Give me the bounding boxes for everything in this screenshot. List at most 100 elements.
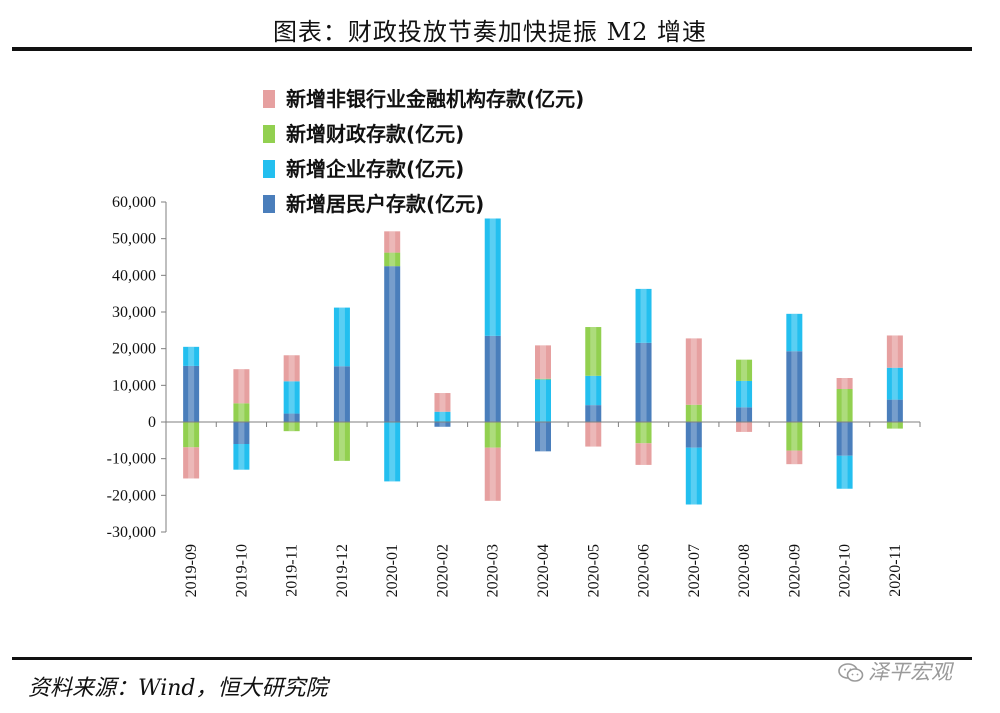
bar-highlight (640, 288, 647, 343)
bar-highlight (791, 313, 798, 352)
x-axis: 2019-09 2019-10 2019-11 2019-12 2020-01 2020-… (166, 421, 921, 597)
bar-segment (685, 422, 702, 448)
bar-highlight (389, 266, 396, 422)
bar-segment (283, 381, 300, 414)
bar-segment (233, 444, 250, 470)
bar-highlight (741, 380, 748, 408)
x-tick-label: 2020-09 (786, 544, 803, 597)
bar-segment (736, 407, 753, 422)
bar-highlight (640, 443, 647, 465)
bar-segment (183, 365, 200, 422)
legend-label: 新增企业存款(亿元) (286, 157, 464, 181)
y-tick-label: 40,000 (112, 267, 156, 284)
bar-highlight (489, 218, 496, 336)
legend-label: 新增居民户存款(亿元) (286, 192, 484, 216)
legend-swatch (263, 90, 275, 108)
bar-highlight (188, 346, 195, 366)
x-tick-label: 2020-04 (535, 544, 552, 597)
bar-segment (434, 422, 451, 427)
bar-segment (836, 455, 853, 489)
bar-segment (484, 422, 501, 448)
bar-segment (685, 338, 702, 405)
bar-segment (183, 346, 200, 366)
bar-segment (333, 366, 350, 422)
bar-highlight (791, 450, 798, 465)
bar-highlight (389, 231, 396, 253)
x-tick-label: 2020-03 (485, 544, 502, 597)
legend: 新增非银行业金融机构存款(亿元) 新增财政存款(亿元) 新增企业存款(亿元) 新增居民… (263, 87, 584, 216)
bar-segment (886, 399, 903, 422)
bar-segment (635, 422, 652, 444)
bar-segment (333, 422, 350, 461)
bar-segment (585, 405, 602, 422)
bar-highlight (690, 447, 697, 505)
bar-highlight (590, 375, 597, 406)
x-tick-label: 2019-12 (334, 544, 351, 597)
bar-segment (434, 393, 451, 412)
bar-highlight (590, 422, 597, 447)
legend-label: 新增财政存款(亿元) (286, 122, 464, 146)
bar-segment (384, 422, 401, 482)
bar-highlight (690, 422, 697, 448)
x-tick-label: 2020-07 (686, 544, 703, 597)
bar-highlight (690, 404, 697, 422)
bar-segment (535, 378, 551, 380)
bar-highlight (188, 422, 195, 448)
x-tick-label: 2020-05 (585, 544, 602, 597)
bar-highlight (590, 327, 597, 376)
bar-segment (484, 447, 501, 501)
bar-highlight (489, 335, 496, 422)
bar-segment (736, 422, 753, 432)
bar-segment (283, 422, 300, 432)
bar-highlight (841, 389, 848, 422)
bar-highlight (741, 422, 748, 432)
bar-highlight (891, 335, 898, 368)
bar-segment (886, 335, 903, 368)
y-tick-label: 0 (148, 414, 156, 431)
bar-highlight (439, 411, 446, 422)
bar-highlight (188, 447, 195, 479)
legend-swatch (263, 195, 275, 213)
bar-highlight (238, 403, 245, 422)
bar-segment (836, 389, 853, 422)
bar-segment (836, 422, 853, 456)
bar-segment (535, 422, 551, 452)
bar-segment (685, 447, 702, 505)
bar-highlight (540, 379, 546, 422)
bar-segment (484, 218, 501, 336)
bar-highlight (540, 345, 546, 379)
y-tick-label: -30,000 (107, 524, 156, 541)
chart-title: 图表：财政投放节奏加快提振 M2 增速 (272, 18, 708, 46)
x-tick-label: 2020-01 (384, 544, 401, 597)
bottom-rule (12, 657, 972, 660)
bar-highlight (288, 422, 295, 432)
y-tick-label: -20,000 (107, 487, 156, 504)
bar-highlight (439, 393, 446, 412)
bar-highlight (288, 381, 295, 414)
bar-highlight (389, 422, 396, 482)
bar-highlight (891, 422, 898, 429)
bar-segment (183, 422, 200, 448)
bar-segment (786, 313, 803, 352)
x-tick-label: 2019-10 (233, 544, 250, 597)
bar-segment (736, 359, 753, 381)
bar-segment (384, 231, 401, 253)
bar-highlight (791, 351, 798, 422)
bar-highlight (841, 378, 848, 389)
bar-highlight (489, 422, 496, 448)
bar-highlight (540, 378, 546, 380)
legend-swatch (263, 160, 275, 178)
bar-segment (535, 379, 551, 422)
bar-segment (283, 355, 300, 382)
watermark-text: 泽平宏观 (868, 660, 952, 684)
bar-segment (635, 443, 652, 465)
bar-highlight (741, 359, 748, 381)
legend-label: 新增非银行业金融机构存款(亿元) (286, 87, 584, 111)
bar-segment (233, 369, 250, 404)
bar-segment (333, 307, 350, 367)
bar-highlight (288, 413, 295, 422)
bar-segment (233, 422, 250, 444)
bar-highlight (640, 422, 647, 444)
y-tick-label: 30,000 (112, 304, 156, 321)
y-tick-label: 50,000 (112, 231, 156, 248)
